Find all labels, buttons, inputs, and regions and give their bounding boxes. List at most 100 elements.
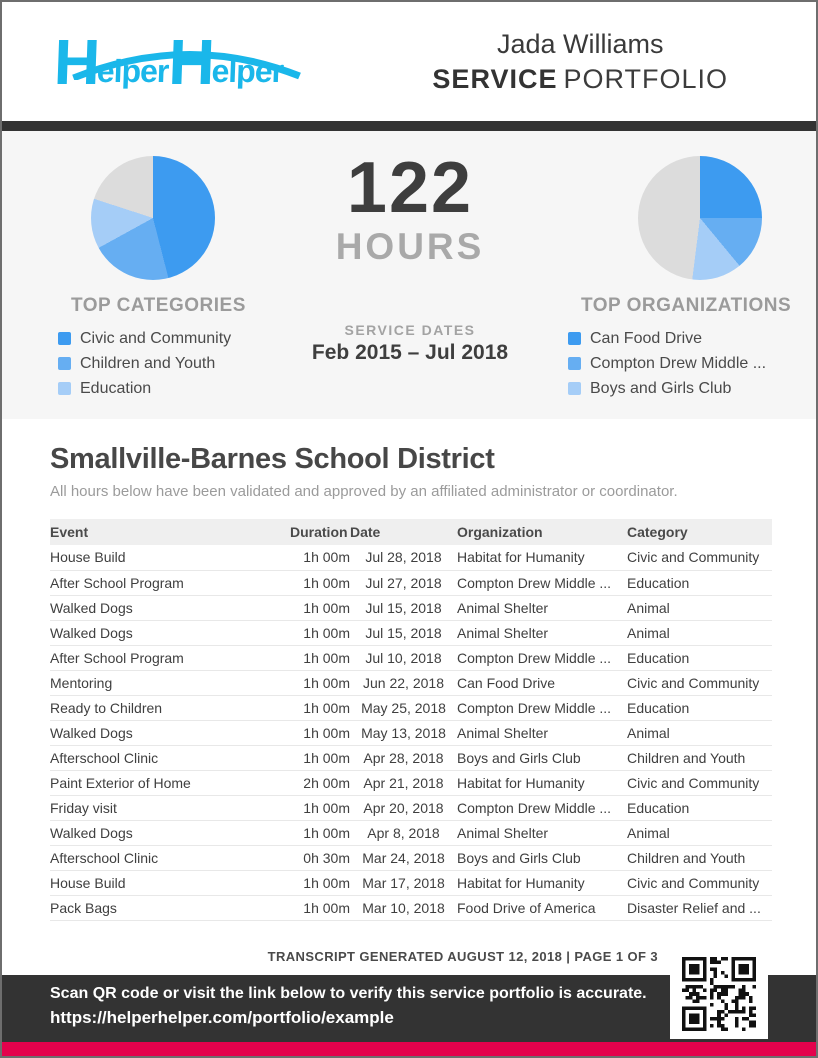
organization-cell: Animal Shelter [457, 620, 627, 646]
date-cell: May 25, 2018 [350, 695, 457, 721]
organization-cell: Animal Shelter [457, 595, 627, 621]
event-cell: Pack Bags [50, 895, 290, 921]
table-header: Event Duration Date Organization Categor… [50, 519, 772, 545]
table-row: After School Program 1h 00m Jul 10, 2018 Co… [50, 645, 772, 671]
category-cell: Animal [627, 820, 772, 846]
table-row: House Build 1h 00m Mar 17, 2018 Habitat for… [50, 870, 772, 896]
legend-label: Children and Youth [80, 354, 216, 372]
table-row: Mentoring 1h 00m Jun 22, 2018 Can Food Driv… [50, 670, 772, 696]
duration-cell: 1h 00m [290, 720, 350, 746]
category-cell: Civic and Community [627, 770, 772, 796]
table-row: Afterschool Clinic 1h 00m Apr 28, 2018 Boys… [50, 745, 772, 771]
legend-swatch [58, 357, 71, 370]
category-cell: Disaster Relief and ... [627, 895, 772, 921]
table-row: Walked Dogs 1h 00m Jul 15, 2018 Animal Shel… [50, 595, 772, 621]
organization-cell: Boys and Girls Club [457, 745, 627, 771]
duration-cell: 1h 00m [290, 870, 350, 896]
duration-cell: 0h 30m [290, 845, 350, 871]
column-header-organization: Organization [457, 519, 627, 545]
event-cell: Walked Dogs [50, 820, 290, 846]
event-cell: Paint Exterior of Home [50, 770, 290, 796]
legend-item: Boys and Girls Club [568, 376, 816, 401]
event-cell: Mentoring [50, 670, 290, 696]
date-cell: Jul 15, 2018 [350, 620, 457, 646]
helper-helper-logo: HelperHelper [53, 26, 301, 98]
table-row: Afterschool Clinic 0h 30m Mar 24, 2018 Boys… [50, 845, 772, 871]
legend-swatch [568, 357, 581, 370]
verify-text: Scan QR code or visit the link below to … [50, 985, 647, 1002]
event-cell: After School Program [50, 570, 290, 596]
category-cell: Civic and Community [627, 670, 772, 696]
table-row: House Build 1h 00m Jul 28, 2018 Habitat for… [50, 545, 772, 571]
hours-summary: 122 HOURS SERVICE DATES Feb 2015 – Jul 2… [292, 131, 528, 419]
category-cell: Education [627, 645, 772, 671]
date-cell: Mar 17, 2018 [350, 870, 457, 896]
legend-swatch [58, 332, 71, 345]
legend-item: Compton Drew Middle ... [568, 351, 816, 376]
main-section: Smallville-Barnes School District All ho… [2, 419, 816, 921]
date-cell: Apr 8, 2018 [350, 820, 457, 846]
legend-swatch [568, 332, 581, 345]
event-cell: House Build [50, 545, 290, 571]
qr-code [670, 949, 768, 1039]
date-cell: Apr 28, 2018 [350, 745, 457, 771]
organization-cell: Animal Shelter [457, 820, 627, 846]
duration-cell: 1h 00m [290, 895, 350, 921]
date-cell: Apr 20, 2018 [350, 795, 457, 821]
header: HelperHelper Jada Williams SERVICE PORTFO… [2, 2, 816, 121]
event-cell: House Build [50, 870, 290, 896]
category-cell: Education [627, 570, 772, 596]
organization-cell: Compton Drew Middle ... [457, 695, 627, 721]
organizations-legend: Can Food Drive Compton Drew Middle ... Boy… [568, 326, 816, 401]
duration-cell: 1h 00m [290, 820, 350, 846]
category-cell: Education [627, 695, 772, 721]
event-cell: Afterschool Clinic [50, 845, 290, 871]
organization-cell: Habitat for Humanity [457, 870, 627, 896]
hours-table: Event Duration Date Organization Categor… [50, 519, 772, 921]
legend-label: Education [80, 379, 152, 397]
category-cell: Animal [627, 620, 772, 646]
duration-cell: 1h 00m [290, 745, 350, 771]
legend-label: Can Food Drive [590, 329, 703, 347]
portfolio-title: SERVICE PORTFOLIO [432, 64, 728, 95]
event-cell: Walked Dogs [50, 595, 290, 621]
hours-label: HOURS [335, 226, 485, 267]
table-row: Friday visit 1h 00m Apr 20, 2018 Compton Dr… [50, 795, 772, 821]
legend-label: Boys and Girls Club [590, 379, 732, 397]
organization-cell: Habitat for Humanity [457, 545, 627, 571]
qr-code-image [682, 957, 756, 1031]
date-cell: Mar 10, 2018 [350, 895, 457, 921]
service-dates-label: SERVICE DATES [344, 322, 476, 338]
event-cell: Afterschool Clinic [50, 745, 290, 771]
column-header-duration: Duration [290, 519, 350, 545]
top-categories-title: TOP CATEGORIES [71, 295, 246, 316]
organizations-pie-chart [638, 156, 762, 280]
legend-label: Civic and Community [80, 329, 232, 347]
organization-cell: Boys and Girls Club [457, 845, 627, 871]
verify-link[interactable]: https://helperhelper.com/portfolio/examp… [50, 1008, 394, 1027]
legend-item: Education [58, 376, 292, 401]
organization-cell: Habitat for Humanity [457, 770, 627, 796]
date-cell: Apr 21, 2018 [350, 770, 457, 796]
logo-text: elper [210, 52, 284, 89]
logo-swoosh-arc [72, 50, 301, 80]
organization-cell: Food Drive of America [457, 895, 627, 921]
top-categories-section: TOP CATEGORIES Civic and Community Childr… [2, 131, 292, 419]
category-cell: Civic and Community [627, 545, 772, 571]
table-row: Pack Bags 1h 00m Mar 10, 2018 Food Drive of… [50, 895, 772, 921]
hours-value: 122 [346, 148, 474, 228]
person-name: Jada Williams [496, 28, 664, 59]
table-row: After School Program 1h 00m Jul 27, 2018 Co… [50, 570, 772, 596]
categories-legend: Civic and Community Children and Youth Edu… [58, 326, 292, 401]
category-cell: Animal [627, 595, 772, 621]
duration-cell: 1h 00m [290, 695, 350, 721]
date-cell: Jul 28, 2018 [350, 545, 457, 571]
header-divider-bar [2, 121, 816, 131]
column-header-event: Event [50, 519, 290, 545]
date-cell: Jul 10, 2018 [350, 645, 457, 671]
column-header-date: Date [350, 519, 457, 545]
duration-cell: 1h 00m [290, 670, 350, 696]
category-cell: Children and Youth [627, 745, 772, 771]
category-cell: Education [627, 795, 772, 821]
